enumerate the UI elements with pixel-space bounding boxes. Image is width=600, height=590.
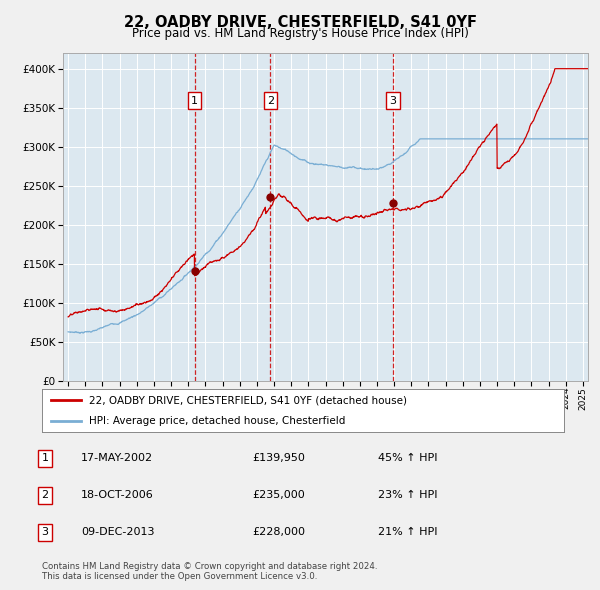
Text: 18-OCT-2006: 18-OCT-2006 <box>81 490 154 500</box>
Text: 3: 3 <box>389 96 397 106</box>
Text: 09-DEC-2013: 09-DEC-2013 <box>81 527 155 537</box>
Text: 23% ↑ HPI: 23% ↑ HPI <box>378 490 437 500</box>
Text: 1: 1 <box>41 453 49 463</box>
Text: 21% ↑ HPI: 21% ↑ HPI <box>378 527 437 537</box>
Text: 45% ↑ HPI: 45% ↑ HPI <box>378 453 437 463</box>
Text: 17-MAY-2002: 17-MAY-2002 <box>81 453 153 463</box>
Text: Price paid vs. HM Land Registry's House Price Index (HPI): Price paid vs. HM Land Registry's House … <box>131 27 469 40</box>
Text: HPI: Average price, detached house, Chesterfield: HPI: Average price, detached house, Ches… <box>89 416 346 426</box>
Text: 2: 2 <box>41 490 49 500</box>
Text: £235,000: £235,000 <box>252 490 305 500</box>
Text: £139,950: £139,950 <box>252 453 305 463</box>
Text: 22, OADBY DRIVE, CHESTERFIELD, S41 0YF: 22, OADBY DRIVE, CHESTERFIELD, S41 0YF <box>124 15 476 30</box>
Text: 1: 1 <box>191 96 198 106</box>
Text: This data is licensed under the Open Government Licence v3.0.: This data is licensed under the Open Gov… <box>42 572 317 581</box>
Text: 3: 3 <box>41 527 49 537</box>
Text: £228,000: £228,000 <box>252 527 305 537</box>
Text: 22, OADBY DRIVE, CHESTERFIELD, S41 0YF (detached house): 22, OADBY DRIVE, CHESTERFIELD, S41 0YF (… <box>89 395 407 405</box>
Text: 2: 2 <box>267 96 274 106</box>
Text: Contains HM Land Registry data © Crown copyright and database right 2024.: Contains HM Land Registry data © Crown c… <box>42 562 377 571</box>
